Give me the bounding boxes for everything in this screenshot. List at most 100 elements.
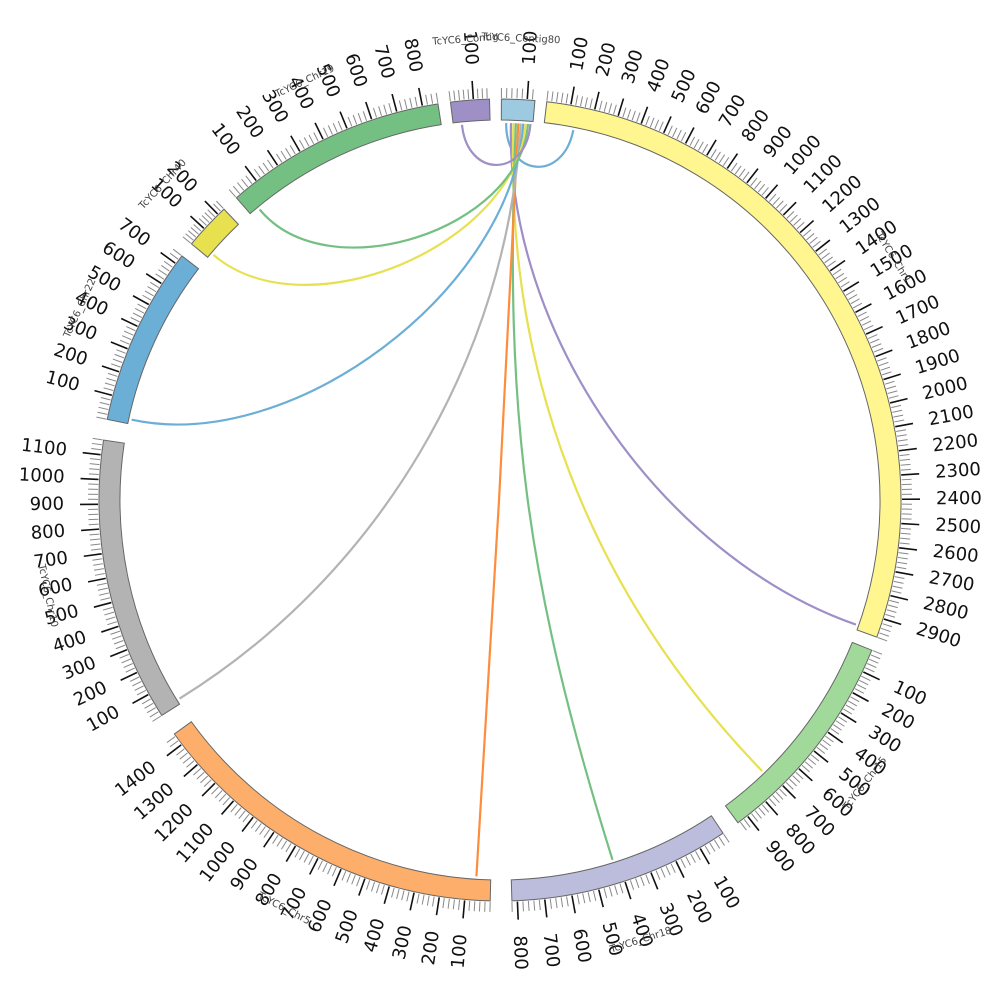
minor-tick <box>768 193 777 202</box>
major-tick <box>471 80 475 99</box>
minor-tick <box>779 203 788 212</box>
tick-label: 900 <box>30 494 65 515</box>
tick-label: 500 <box>332 907 363 946</box>
minor-tick <box>856 684 867 690</box>
minor-tick <box>337 120 343 131</box>
segment-TcYC6_Chr1[interactable]: 100 2003004005006007008009001000110012001… <box>543 35 982 652</box>
minor-tick <box>476 88 479 99</box>
minor-tick <box>406 891 410 902</box>
link-ribbon <box>509 123 857 626</box>
major-tick <box>244 165 257 181</box>
segment-TcYC6_Chr10[interactable]: 10020030040050060070080090010001100TcYC6… <box>18 435 181 737</box>
minor-tick <box>356 876 361 887</box>
minor-tick <box>640 876 645 887</box>
tick-label: 300 <box>389 924 417 962</box>
minor-tick <box>435 92 439 103</box>
minor-tick <box>807 757 817 766</box>
tick-label: 100 <box>83 701 123 736</box>
minor-tick <box>690 853 696 863</box>
minor-tick <box>772 197 781 206</box>
minor-tick <box>584 97 588 108</box>
minor-tick <box>404 99 408 110</box>
segment-band[interactable] <box>190 208 240 258</box>
segment-band[interactable] <box>543 101 902 638</box>
minor-tick <box>132 681 142 687</box>
major-tick <box>675 861 685 878</box>
minor-tick <box>838 716 848 723</box>
major-tick <box>333 868 342 887</box>
major-tick <box>81 528 100 532</box>
major-tick <box>391 93 398 112</box>
minor-tick <box>847 700 858 707</box>
minor-tick <box>149 711 159 718</box>
minor-tick <box>285 843 292 853</box>
minor-tick <box>887 604 898 609</box>
link-outline <box>510 123 856 625</box>
minor-tick <box>421 894 425 905</box>
link-outline <box>259 123 529 248</box>
minor-tick <box>877 637 888 642</box>
minor-tick <box>546 90 549 101</box>
minor-tick <box>102 606 113 611</box>
segment-band[interactable] <box>724 641 873 824</box>
minor-tick <box>299 850 305 861</box>
segment-TcYC6_Chr5[interactable]: 1002003004005006007008009001000110012001… <box>111 721 492 970</box>
minor-tick <box>822 739 831 747</box>
minor-tick <box>850 298 860 305</box>
minor-tick <box>125 667 136 673</box>
minor-tick <box>879 632 889 637</box>
minor-tick <box>152 715 162 722</box>
segment-band[interactable] <box>98 439 181 717</box>
segment-band[interactable] <box>510 815 724 902</box>
segment-band[interactable] <box>106 255 200 425</box>
segment-band[interactable] <box>449 98 491 124</box>
minor-tick <box>812 240 821 248</box>
major-tick <box>827 731 844 744</box>
minor-tick <box>738 168 746 178</box>
major-tick <box>166 744 182 757</box>
segment-band[interactable] <box>500 98 536 122</box>
minor-tick <box>144 290 154 297</box>
minor-tick <box>285 147 292 158</box>
minor-tick <box>779 788 787 797</box>
minor-tick <box>160 265 170 272</box>
major-tick <box>843 281 860 292</box>
minor-tick <box>97 587 108 591</box>
major-tick <box>895 571 914 576</box>
tick-label: 600 <box>340 51 371 90</box>
major-tick <box>883 618 902 626</box>
major-tick <box>901 522 920 526</box>
minor-tick <box>92 558 103 561</box>
minor-tick <box>861 675 871 682</box>
minor-tick <box>786 210 795 219</box>
tick-label: 400 <box>50 627 89 658</box>
major-tick <box>241 816 254 832</box>
minor-tick <box>110 363 121 368</box>
minor-tick <box>107 621 118 626</box>
minor-tick <box>795 771 804 780</box>
segment-band[interactable] <box>173 721 492 902</box>
minor-tick <box>575 95 579 106</box>
minor-tick <box>238 810 246 819</box>
minor-tick <box>253 168 261 178</box>
tick-label: 800 <box>509 935 531 970</box>
minor-tick <box>149 281 159 288</box>
minor-tick <box>522 901 524 912</box>
minor-tick <box>146 707 156 714</box>
minor-tick <box>100 397 111 401</box>
link-TcYC6_Contig80-TcYC6_ContigX <box>460 124 532 166</box>
segment-band[interactable] <box>235 103 442 215</box>
minor-tick <box>303 137 310 147</box>
minor-tick <box>710 149 717 159</box>
minor-tick <box>810 754 820 762</box>
minor-tick <box>816 746 826 754</box>
link-outline <box>179 123 521 699</box>
minor-tick <box>531 89 534 100</box>
